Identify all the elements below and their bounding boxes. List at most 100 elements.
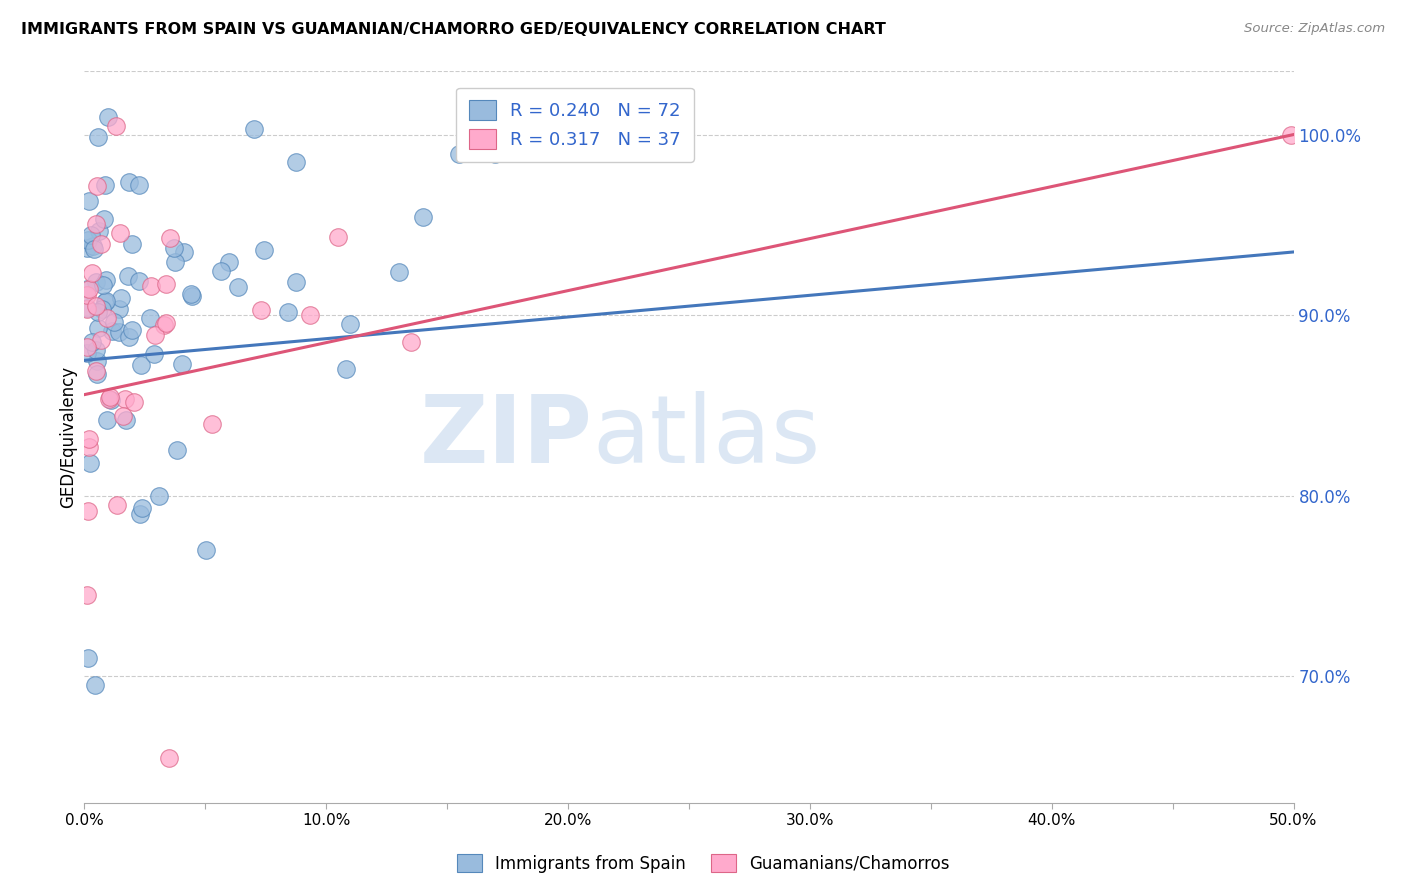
Point [86, 305, 108, 319]
Point [86, 217, 108, 231]
Point [77, 233, 100, 247]
Text: ZIP: ZIP [419, 391, 592, 483]
Point [97, 392, 120, 406]
Point [249, 302, 271, 317]
Point [328, 229, 350, 244]
Point [388, 265, 411, 279]
Point [77, 282, 100, 296]
Point [94, 178, 117, 193]
Point [87, 130, 110, 145]
Point [87, 320, 110, 334]
Point [145, 327, 167, 342]
Point [76, 588, 98, 602]
Point [96, 293, 118, 308]
Point [118, 330, 141, 344]
Point [284, 275, 307, 289]
Point [228, 280, 250, 294]
Point [181, 289, 204, 303]
Point [277, 305, 299, 319]
Point [83, 242, 105, 256]
Point [449, 146, 471, 161]
Point [90, 333, 112, 347]
Point [93, 278, 115, 293]
Point [166, 443, 188, 458]
Point [110, 291, 132, 305]
Point [103, 315, 125, 329]
Point [128, 274, 150, 288]
Point [107, 301, 129, 316]
Point [412, 210, 434, 224]
Point [172, 357, 194, 371]
Point [90, 237, 112, 252]
Point [201, 417, 224, 431]
Point [82, 335, 104, 350]
Point [114, 413, 136, 427]
Point [93, 211, 115, 226]
Point [76, 301, 98, 316]
Point [339, 317, 361, 331]
Point [163, 255, 186, 269]
Point [117, 268, 139, 283]
Point [209, 264, 232, 278]
Point [77, 504, 100, 518]
Point [218, 255, 240, 269]
Point [173, 244, 195, 259]
Point [76, 288, 98, 302]
Point [253, 243, 276, 257]
Text: atlas: atlas [592, 391, 821, 483]
Point [108, 325, 131, 339]
Point [299, 308, 322, 322]
Point [143, 347, 166, 361]
Point [285, 155, 308, 169]
Point [76, 346, 98, 360]
Point [180, 286, 202, 301]
Point [94, 294, 117, 309]
Point [153, 318, 176, 332]
Point [100, 392, 122, 407]
Point [159, 230, 181, 244]
Point [128, 178, 150, 193]
Point [1279, 128, 1302, 142]
Point [79, 432, 101, 446]
Point [155, 316, 177, 330]
Point [96, 413, 118, 427]
Point [77, 651, 100, 665]
Point [84, 299, 107, 313]
Point [131, 500, 153, 515]
Point [79, 456, 101, 470]
Point [76, 301, 98, 315]
Point [112, 409, 135, 423]
Point [80, 266, 103, 280]
Point [97, 110, 120, 124]
Y-axis label: GED/Equivalency: GED/Equivalency [59, 366, 77, 508]
Point [79, 228, 101, 243]
Point [98, 390, 121, 404]
Point [121, 236, 143, 251]
Point [157, 750, 180, 764]
Point [77, 440, 100, 454]
Point [84, 364, 107, 378]
Text: IMMIGRANTS FROM SPAIN VS GUAMANIAN/CHAMORRO GED/EQUIVALENCY CORRELATION CHART: IMMIGRANTS FROM SPAIN VS GUAMANIAN/CHAMO… [21, 22, 886, 37]
Point [87, 224, 110, 238]
Point [86, 178, 108, 193]
Point [155, 277, 177, 291]
Point [76, 341, 98, 355]
Point [484, 147, 506, 161]
Point [96, 273, 118, 287]
Point [129, 358, 152, 372]
Point [194, 543, 217, 558]
Point [76, 241, 98, 255]
Point [96, 311, 118, 326]
Point [139, 279, 162, 293]
Point [110, 226, 132, 240]
Point [82, 239, 104, 253]
Point [335, 362, 357, 376]
Point [91, 301, 114, 316]
Point [86, 367, 108, 381]
Point [124, 395, 146, 409]
Point [76, 282, 98, 296]
Point [104, 119, 127, 133]
Point [399, 334, 422, 349]
Point [86, 354, 108, 368]
Text: Source: ZipAtlas.com: Source: ZipAtlas.com [1244, 22, 1385, 36]
